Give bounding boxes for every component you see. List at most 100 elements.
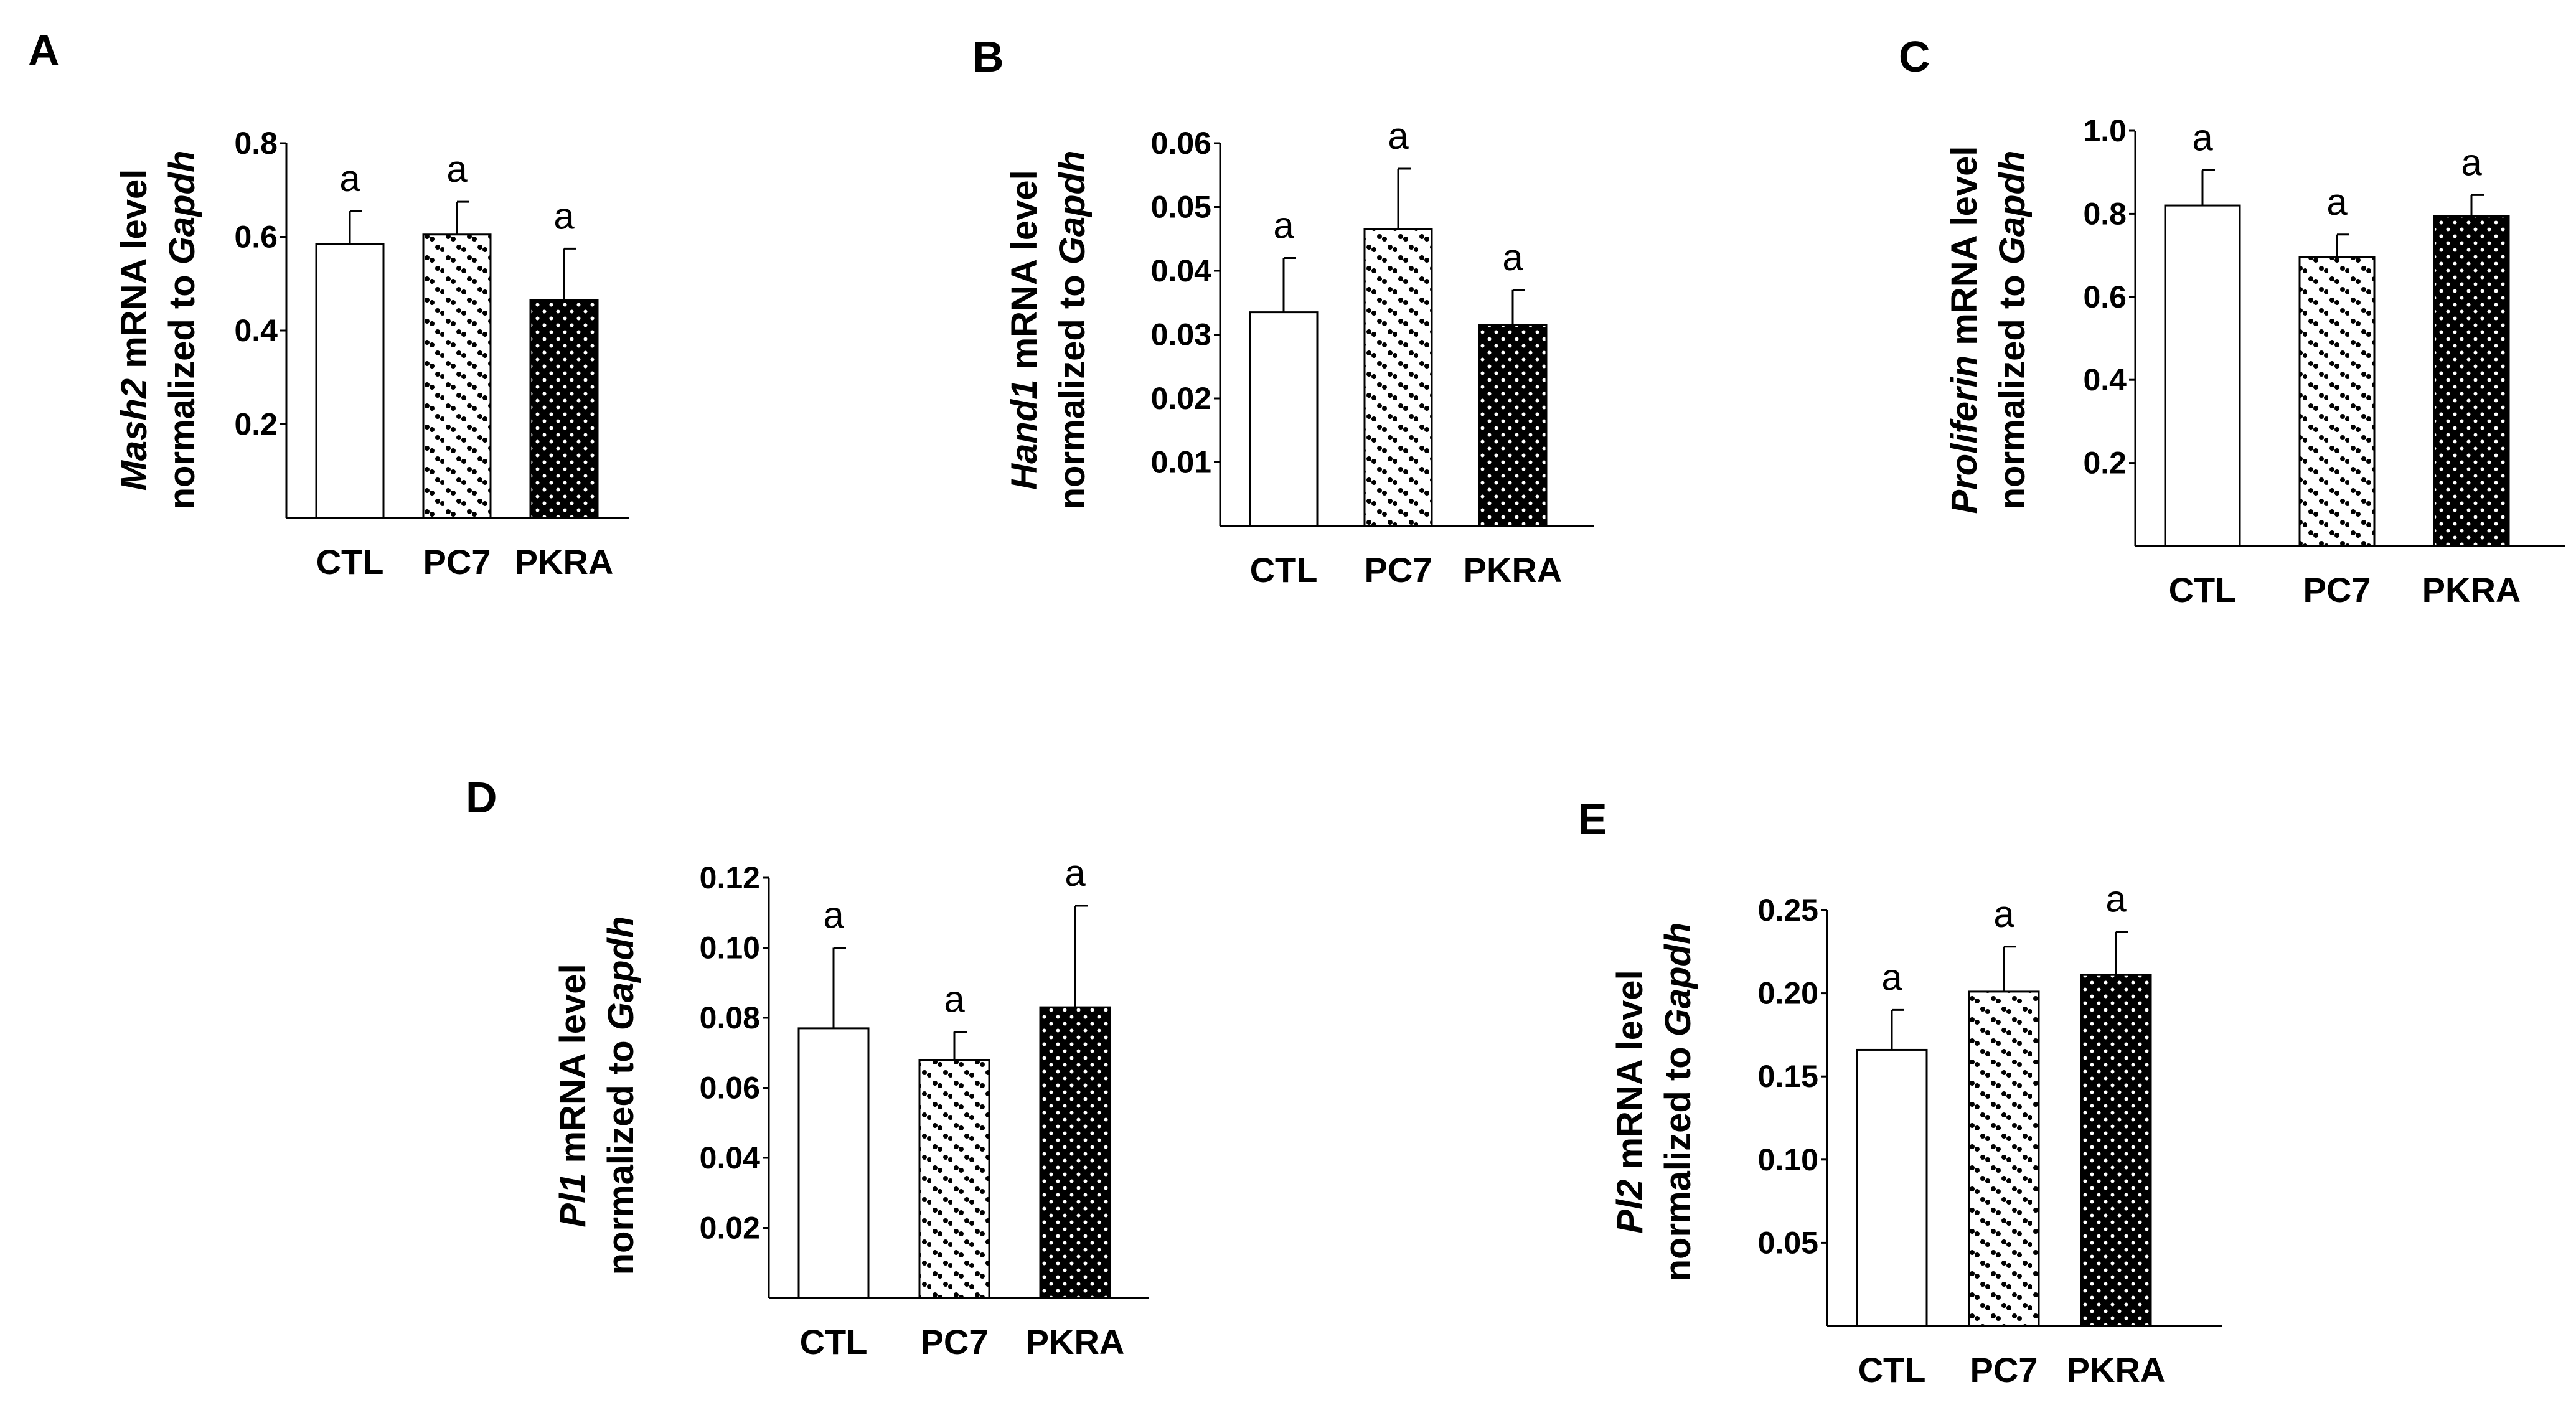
- y-tick-label: 0.01: [1151, 445, 1211, 480]
- panel-c: C Proliferin mRNA level normalized to Ga…: [1899, 32, 2565, 609]
- y-tick-label: 0.2: [234, 407, 278, 442]
- panel-letter-a: A: [28, 26, 60, 75]
- y-axis-label-line2: normalized to Gapdh: [1658, 923, 1698, 1282]
- bar-ctl: [1856, 1048, 1928, 1327]
- y-tick-label: 0.25: [1758, 893, 1818, 928]
- x-category-label: PKRA: [2067, 1350, 2166, 1389]
- significance-label: a: [2105, 878, 2127, 920]
- y-label-norm-gene: Gapdh: [1658, 923, 1698, 1037]
- significance-label: a: [1502, 237, 1523, 278]
- y-label-rest: mRNA level: [1610, 970, 1650, 1179]
- y-tick-label: 0.8: [2083, 196, 2127, 231]
- y-label-gene: Mash2: [114, 378, 154, 491]
- x-category-label: PC7: [1970, 1350, 2038, 1389]
- y-axis-label-line1: Proliferin mRNA level: [1944, 146, 1985, 514]
- y-tick-label: 0.08: [700, 1000, 760, 1035]
- y-tick-label: 0.20: [1758, 976, 1818, 1011]
- x-category-label: PC7: [921, 1322, 989, 1361]
- x-category-label: PKRA: [2422, 570, 2521, 609]
- bar-pc7: [918, 1059, 990, 1299]
- significance-label: a: [553, 195, 575, 237]
- y-tick-label: 0.6: [2083, 280, 2127, 314]
- significance-label: a: [1273, 205, 1294, 247]
- panel-letter-d: D: [466, 773, 497, 822]
- y-tick-label: 0.02: [1151, 381, 1211, 416]
- panel-a: A Mash2 mRNA level normalized to Gapdh 0…: [28, 26, 629, 581]
- bar-pc7: [1968, 990, 2040, 1327]
- y-tick-label: 0.8: [234, 126, 278, 161]
- y-axis-label-line2: normalized to Gapdh: [1052, 151, 1093, 510]
- x-category-label: CTL: [316, 542, 384, 581]
- panel-d: D Pl1 mRNA level normalized to Gapdh 0.0…: [466, 773, 1149, 1361]
- panel-letter-c: C: [1899, 32, 1930, 81]
- bar-ctl: [315, 243, 385, 519]
- panel-letter-e: E: [1578, 795, 1607, 843]
- y-label-gene: Hand1: [1004, 380, 1045, 490]
- significance-label: a: [1881, 956, 1902, 998]
- x-category-label: PC7: [1365, 550, 1432, 590]
- y-tick-label: 0.4: [2083, 362, 2127, 397]
- y-tick-label: 0.05: [1758, 1225, 1818, 1260]
- y-axis-label-line1: Pl1 mRNA level: [553, 964, 593, 1227]
- y-axis-label-line2: normalized to Gapdh: [1992, 151, 2033, 510]
- y-tick-label: 1.0: [2083, 113, 2127, 148]
- y-tick-label: 0.12: [700, 860, 760, 895]
- y-label-normalized: normalized to: [1992, 265, 2033, 509]
- y-tick-label: 0.4: [234, 313, 278, 348]
- y-tick-label: 0.10: [1758, 1142, 1818, 1177]
- y-label-gene: Proliferin: [1944, 355, 1985, 514]
- y-tick-label: 0.06: [1151, 126, 1211, 161]
- y-label-rest: mRNA level: [1004, 170, 1045, 379]
- x-category-label: PKRA: [1464, 550, 1563, 590]
- significance-label: a: [2192, 116, 2213, 158]
- y-label-norm-gene: Gapdh: [162, 151, 202, 265]
- significance-label: a: [2326, 181, 2348, 223]
- y-axis-label-line1: Mash2 mRNA level: [114, 169, 154, 491]
- y-tick-label: 0.2: [2083, 446, 2127, 481]
- x-category-label: PKRA: [1026, 1322, 1125, 1361]
- y-tick-label: 0.04: [1151, 253, 1212, 288]
- y-tick-label: 0.02: [700, 1211, 760, 1246]
- y-label-gene: Pl1: [553, 1173, 593, 1228]
- panel-letter-b: B: [972, 32, 1004, 81]
- y-axis-label-line1: Pl2 mRNA level: [1610, 970, 1650, 1233]
- y-label-normalized: normalized to: [1052, 265, 1093, 509]
- y-tick-label: 0.03: [1151, 317, 1211, 352]
- bar-pc7: [1363, 228, 1433, 527]
- y-axis-label-line2: normalized to Gapdh: [162, 151, 202, 510]
- bar-pkra: [1039, 1006, 1111, 1299]
- x-category-label: CTL: [800, 1322, 868, 1361]
- y-tick-label: 0.05: [1151, 190, 1211, 225]
- y-label-normalized: normalized to: [1658, 1036, 1698, 1281]
- y-label-rest: mRNA level: [1944, 146, 1985, 355]
- y-axis-label-line1: Hand1 mRNA level: [1004, 170, 1045, 490]
- y-tick-label: 0.06: [700, 1071, 760, 1106]
- y-label-norm-gene: Gapdh: [1992, 151, 2033, 265]
- bar-pkra: [2433, 215, 2510, 547]
- significance-label: a: [1065, 852, 1086, 894]
- y-tick-label: 0.15: [1758, 1059, 1818, 1094]
- significance-label: a: [1993, 893, 2014, 935]
- bar-ctl: [797, 1027, 870, 1299]
- bar-pc7: [2298, 256, 2376, 547]
- bar-pkra: [529, 299, 599, 519]
- y-tick-label: 0.10: [700, 931, 760, 966]
- x-category-label: CTL: [1858, 1350, 1926, 1389]
- significance-label: a: [823, 895, 844, 936]
- significance-label: a: [1388, 115, 1409, 157]
- x-category-label: CTL: [2169, 570, 2237, 609]
- x-category-label: CTL: [1250, 550, 1318, 590]
- bar-ctl: [1249, 311, 1319, 527]
- x-category-label: PKRA: [515, 542, 614, 581]
- y-tick-label: 0.04: [700, 1140, 761, 1175]
- significance-label: a: [339, 157, 360, 199]
- x-category-label: PC7: [2303, 570, 2371, 609]
- bar-pkra: [1478, 324, 1548, 527]
- y-label-normalized: normalized to: [162, 265, 202, 509]
- y-tick-label: 0.6: [234, 220, 278, 255]
- significance-label: a: [944, 979, 965, 1020]
- y-label-normalized: normalized to: [601, 1030, 641, 1275]
- bar-ctl: [2164, 204, 2241, 547]
- significance-label: a: [446, 148, 468, 190]
